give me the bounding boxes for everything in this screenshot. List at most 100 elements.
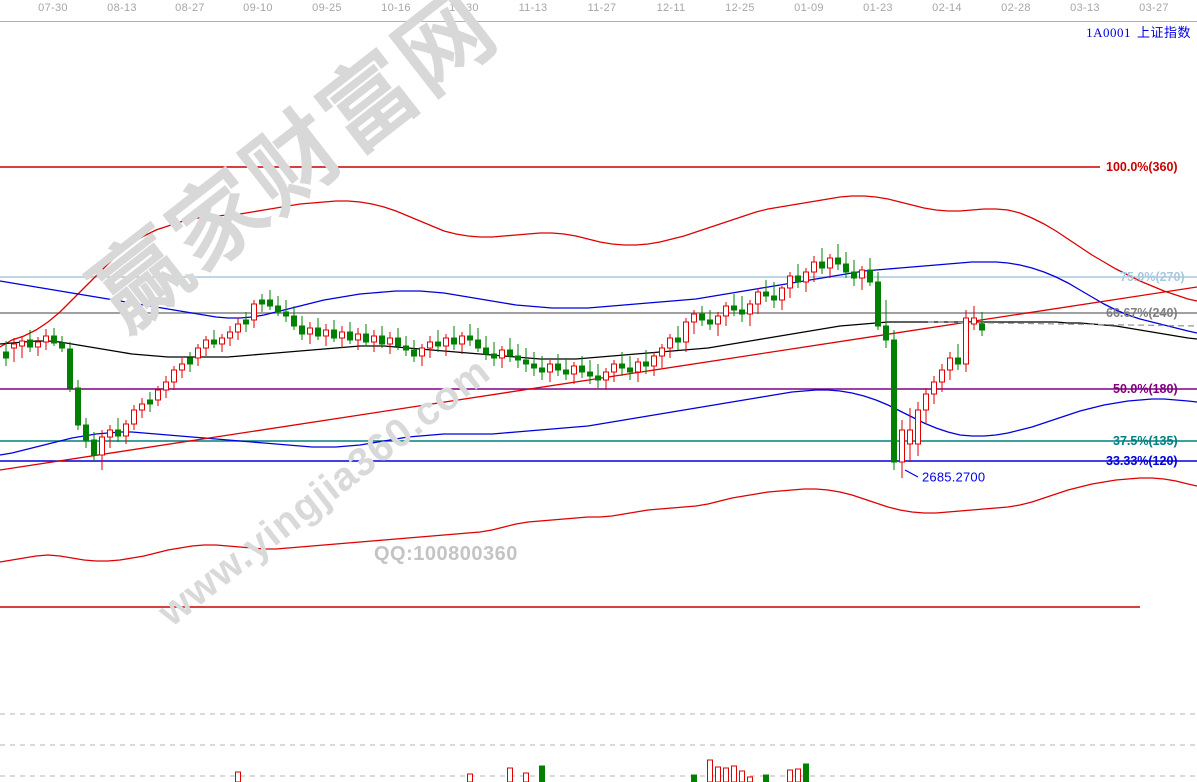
candle — [667, 334, 673, 358]
candle-body — [507, 349, 513, 357]
candle-body — [691, 313, 697, 323]
candle-body — [299, 325, 305, 335]
volume-bar — [747, 776, 753, 782]
candle — [883, 300, 889, 348]
candle-body — [875, 281, 881, 327]
candle-body — [395, 337, 401, 347]
candle-body — [339, 331, 345, 339]
candle-body — [363, 333, 369, 343]
candle — [531, 352, 537, 376]
candle — [747, 300, 753, 326]
instrument-title: 1A0001 上证指数 — [1086, 22, 1191, 41]
candle-body — [763, 291, 769, 297]
candle-body — [275, 305, 281, 313]
candle-body — [419, 347, 425, 357]
candle — [395, 328, 401, 350]
candle-body — [579, 365, 585, 373]
volume-bar — [707, 759, 713, 782]
candle — [83, 418, 89, 448]
candle — [483, 336, 489, 360]
candle-body — [11, 343, 17, 349]
candle-body — [251, 303, 257, 321]
candle-body — [443, 337, 449, 347]
candle-body — [587, 371, 593, 377]
candle — [3, 341, 9, 366]
candle-body — [435, 341, 441, 347]
candle-body — [523, 359, 529, 365]
candle-body — [35, 341, 41, 348]
candle-body — [547, 363, 553, 373]
candle-body — [475, 339, 481, 349]
candle-body — [635, 361, 641, 373]
date-tick-02-28: 02-28 — [1001, 2, 1031, 14]
candle — [907, 408, 913, 462]
candle-body — [331, 329, 337, 339]
candle — [939, 364, 945, 392]
candle — [51, 328, 57, 346]
candle — [315, 318, 321, 340]
candle-body — [971, 317, 977, 325]
candle — [347, 322, 353, 344]
candle-body — [739, 309, 745, 315]
candle-body — [379, 335, 385, 345]
date-tick-02-14: 02-14 — [932, 2, 962, 14]
volume-bar — [715, 766, 721, 782]
level-66-label: 66.67%(240) — [1106, 306, 1178, 320]
date-tick-10-30: 10-30 — [449, 2, 479, 14]
candlestick-group — [3, 244, 985, 478]
level-33-label: 33.33%(120) — [1106, 454, 1178, 468]
candle-body — [483, 347, 489, 355]
candle — [563, 358, 569, 380]
candle — [363, 324, 369, 346]
candle — [27, 330, 33, 352]
candle — [139, 398, 145, 418]
candle-body — [131, 409, 137, 425]
candle-body — [163, 381, 169, 391]
candle — [523, 348, 529, 372]
candle — [275, 296, 281, 316]
candle-body — [403, 345, 409, 351]
candle — [723, 302, 729, 326]
candle — [11, 338, 17, 362]
candle-body — [459, 335, 465, 345]
candle-body — [179, 363, 185, 371]
candle — [851, 260, 857, 286]
candle-body — [643, 361, 649, 367]
candle-body — [259, 299, 265, 305]
candle — [195, 344, 201, 366]
candle — [755, 288, 761, 314]
volume-bar — [795, 768, 801, 782]
candle-body — [91, 439, 97, 456]
candle-body — [211, 339, 217, 345]
candle — [459, 332, 465, 354]
candle — [59, 336, 65, 352]
candle — [587, 360, 593, 384]
candle — [243, 312, 249, 332]
candle — [539, 356, 545, 380]
candle — [891, 330, 897, 470]
level-50-label: 50.0%(180) — [1113, 382, 1178, 396]
candle-body — [291, 315, 297, 327]
candle-body — [595, 375, 601, 381]
candle — [555, 354, 561, 376]
level-75-label: 75.0%(270) — [1120, 270, 1185, 284]
candle-body — [51, 335, 57, 344]
candle — [323, 324, 329, 346]
candle-body — [531, 363, 537, 369]
candle — [419, 344, 425, 366]
candle — [635, 358, 641, 382]
candle — [91, 432, 97, 462]
date-tick-08-13: 08-13 — [107, 2, 137, 14]
candle-body — [467, 335, 473, 341]
candle — [203, 336, 209, 356]
volume-bar — [523, 772, 529, 782]
candle — [843, 252, 849, 278]
candle-body — [811, 261, 817, 273]
series-upper-ma-blue — [0, 261, 1197, 334]
candle-body — [243, 319, 249, 325]
candle — [651, 352, 657, 376]
candle — [795, 264, 801, 288]
candle-body — [827, 257, 833, 269]
candle-body — [491, 353, 497, 359]
candle-body — [43, 335, 49, 343]
